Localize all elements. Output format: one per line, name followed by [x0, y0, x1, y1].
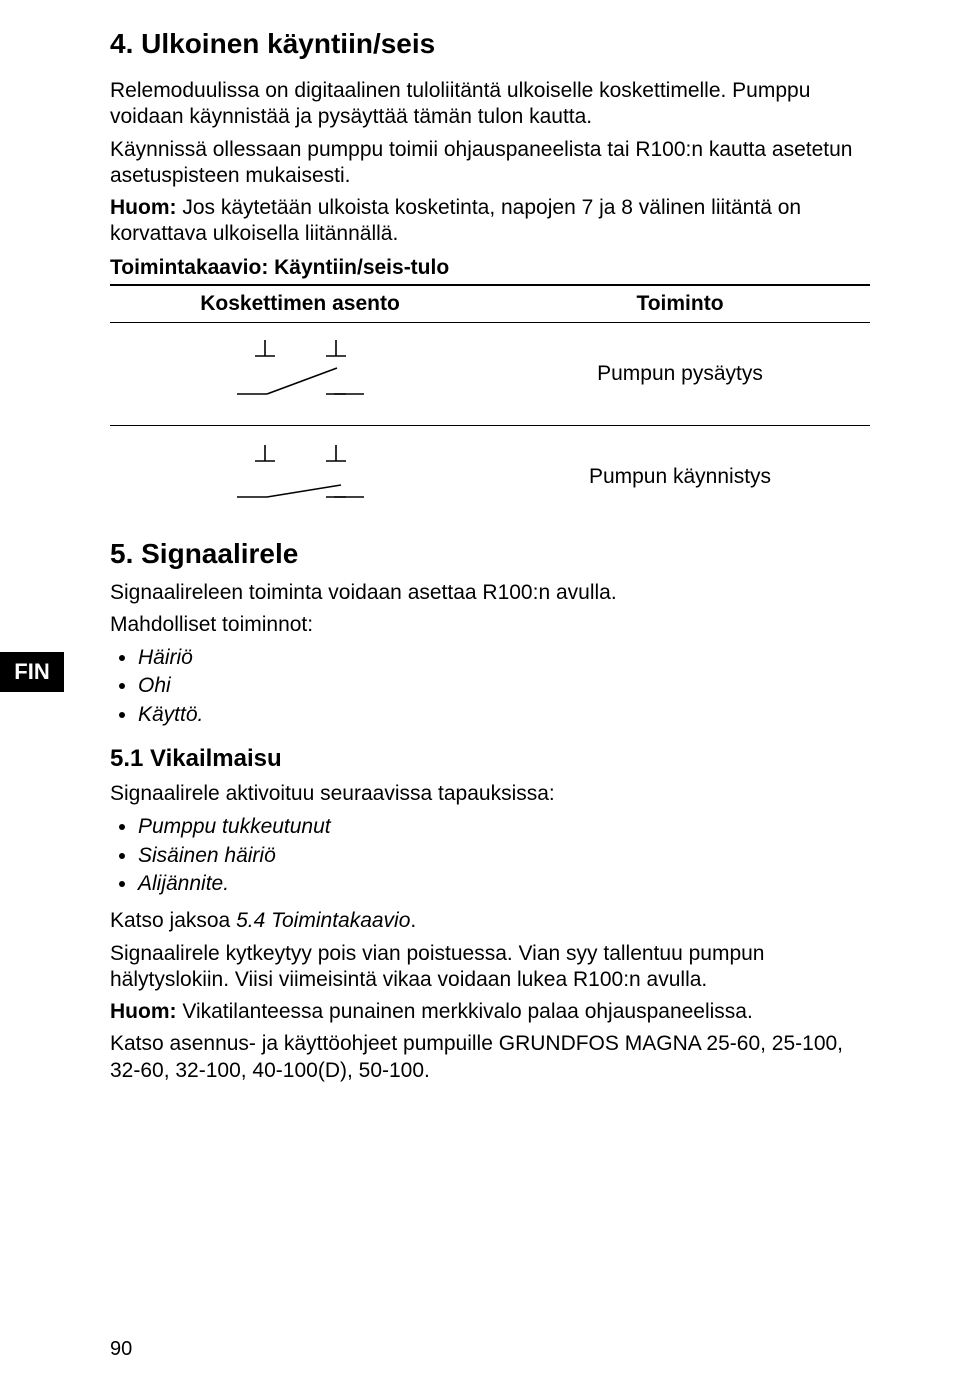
- table-row: Pumpun pysäytys: [110, 322, 870, 425]
- section-5-1-p5: Katso asennus- ja käyttöohjeet pumpuille…: [110, 1031, 870, 1084]
- note-body: Jos käytetään ulkoista kosketinta, napoj…: [110, 196, 801, 245]
- list-item: Pumppu tukkeutunut: [138, 813, 870, 841]
- section-5-1-p1: Signaalirele aktivoituu seuraavissa tapa…: [110, 781, 870, 807]
- action-stop: Pumpun pysäytys: [490, 322, 870, 425]
- section-5-p1: Signaalireleen toiminta voidaan asettaa …: [110, 580, 870, 606]
- note-prefix: Huom:: [110, 196, 177, 219]
- section-4-p1: Relemoduulissa on digitaalinen tuloliitä…: [110, 78, 870, 131]
- section-4-note: Huom: Jos käytetään ulkoista kosketinta,…: [110, 195, 870, 248]
- section-5-1-p3: Signaalirele kytkeytyy pois vian poistue…: [110, 941, 870, 994]
- diagram-caption: Toimintakaavio: Käyntiin/seis-tulo: [110, 256, 870, 280]
- section-5-1-bullets: Pumppu tukkeutunut Sisäinen häiriö Alijä…: [110, 813, 870, 898]
- note-prefix: Huom:: [110, 1000, 177, 1023]
- section-5-p2: Mahdolliset toiminnot:: [110, 612, 870, 638]
- switch-open-cell: [110, 322, 490, 425]
- list-item: Ohi: [138, 672, 870, 700]
- table-header-row: Koskettimen asento Toiminto: [110, 285, 870, 323]
- section-5-1-see: Katso jaksoa 5.4 Toimintakaavio.: [110, 908, 870, 934]
- function-table: Koskettimen asento Toiminto: [110, 284, 870, 528]
- list-item: Alijännite.: [138, 870, 870, 898]
- see-ref: 5.4 Toimintakaavio: [236, 909, 410, 932]
- section-4-p2: Käynnissä ollessaan pumppu toimii ohjaus…: [110, 137, 870, 190]
- see-prefix: Katso jaksoa: [110, 909, 236, 932]
- switch-closed-icon: [233, 441, 368, 513]
- section-4-heading: 4. Ulkoinen käyntiin/seis: [110, 28, 870, 60]
- switch-open-icon: [233, 338, 368, 410]
- language-tag: FIN: [0, 652, 64, 692]
- list-item: Sisäinen häiriö: [138, 842, 870, 870]
- section-5-bullets: Häiriö Ohi Käyttö.: [110, 644, 870, 729]
- page-number: 90: [110, 1338, 132, 1361]
- col-header-position: Koskettimen asento: [110, 285, 490, 323]
- see-suffix: .: [410, 909, 416, 932]
- note-body: Vikatilanteessa punainen merkkivalo pala…: [177, 1000, 753, 1023]
- document-page: FIN 4. Ulkoinen käyntiin/seis Relemoduul…: [0, 0, 960, 1381]
- section-5-1-note: Huom: Vikatilanteessa punainen merkkival…: [110, 999, 870, 1025]
- table-row: Pumpun käynnistys: [110, 425, 870, 528]
- list-item: Käyttö.: [138, 701, 870, 729]
- switch-closed-cell: [110, 425, 490, 528]
- col-header-function: Toiminto: [490, 285, 870, 323]
- section-5-1-heading: 5.1 Vikailmaisu: [110, 745, 870, 773]
- action-start: Pumpun käynnistys: [490, 425, 870, 528]
- section-5: 5. Signaalirele Signaalireleen toiminta …: [110, 538, 870, 1084]
- section-5-heading: 5. Signaalirele: [110, 538, 870, 570]
- list-item: Häiriö: [138, 644, 870, 672]
